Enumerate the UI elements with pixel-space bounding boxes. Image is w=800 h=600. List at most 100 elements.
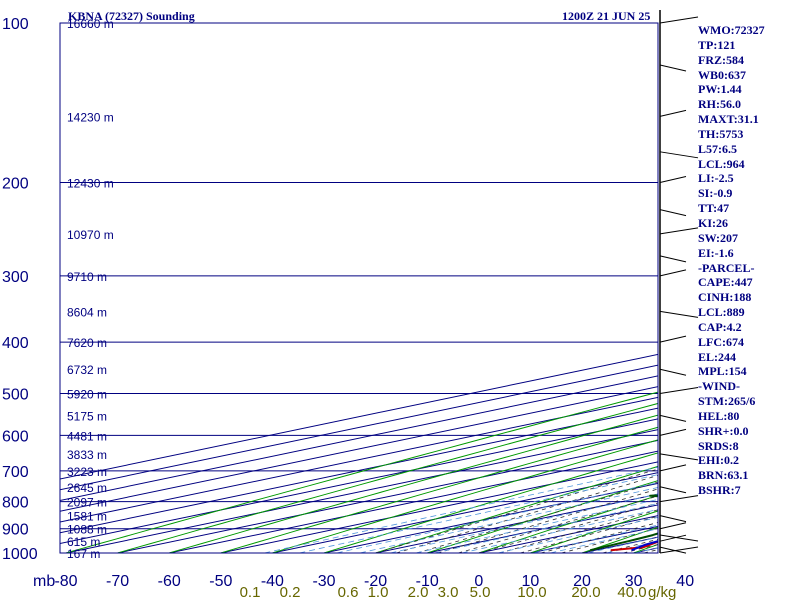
height-label: 5175 m bbox=[67, 409, 107, 423]
wind-barb bbox=[659, 16, 699, 24]
wind-barb bbox=[659, 151, 699, 159]
index-item: EL:244 bbox=[698, 349, 737, 364]
temperature-tick-40: 40 bbox=[676, 573, 694, 590]
height-label: 16660 m bbox=[67, 17, 114, 31]
indices-list: WMO:72327 TP:121 FRZ:584 WB0:637 PW:1.44 RH:5… bbox=[698, 23, 765, 498]
dry-adiabat-10 bbox=[530, 510, 658, 553]
pressure-tick-1000: 1000 bbox=[2, 546, 38, 563]
index-item: -PARCEL- bbox=[698, 260, 755, 275]
wind-barb bbox=[659, 522, 687, 530]
height-label: 1581 m bbox=[67, 510, 107, 524]
height-label: 1088 m bbox=[67, 523, 107, 537]
index-item: LI:-2.5 bbox=[698, 171, 734, 186]
chart-title: KBNA (72327) Sounding bbox=[68, 9, 195, 23]
mixing-ratio-unit: g/kg bbox=[648, 584, 676, 600]
index-item: TH:5753 bbox=[698, 126, 744, 141]
height-label: 10970 m bbox=[67, 228, 114, 242]
wind-barb bbox=[659, 486, 687, 494]
wind-barb bbox=[659, 176, 687, 184]
wind-barb bbox=[659, 515, 687, 523]
plot-frame bbox=[59, 22, 659, 554]
temperature-tick-0: 0 bbox=[474, 573, 483, 590]
wind-barb bbox=[659, 546, 699, 554]
temperature-tick--80: -80 bbox=[54, 573, 77, 590]
moist-adiabat-0 bbox=[478, 502, 658, 553]
index-item: LCL:889 bbox=[698, 305, 745, 320]
wind-barb bbox=[659, 495, 699, 503]
index-item: SRDS:8 bbox=[698, 438, 739, 453]
height-label: 615 m bbox=[67, 535, 100, 549]
wind-barb bbox=[659, 368, 687, 376]
isotherm--50 bbox=[220, 461, 658, 553]
height-label: 4481 m bbox=[67, 429, 107, 443]
wind-barb bbox=[659, 310, 699, 318]
dry-adiabat--70 bbox=[117, 402, 658, 553]
height-label: 7620 m bbox=[67, 336, 107, 350]
height-label: 167 m bbox=[67, 547, 100, 561]
index-item: MPL:154 bbox=[698, 364, 747, 379]
mixing-ratio-label-0.2: 0.2 bbox=[280, 584, 301, 600]
wind-barb bbox=[659, 386, 699, 394]
index-item: STM:265/6 bbox=[698, 394, 756, 409]
mixing-ratio-line-16 bbox=[587, 536, 658, 553]
mixing-ratio-label-1.0: 1.0 bbox=[368, 584, 389, 600]
index-item: HEL:80 bbox=[698, 408, 740, 423]
mixing-ratio-label-3.0: 3.0 bbox=[438, 584, 459, 600]
mixing-ratio-line-0.1 bbox=[264, 466, 658, 553]
wind-barb bbox=[659, 335, 687, 343]
temperature-tick--70: -70 bbox=[106, 573, 129, 590]
mixing-ratio-line-0.2 bbox=[299, 474, 658, 553]
mixing-ratio-line-2 bbox=[434, 503, 658, 553]
mixing-ratio-label-0.6: 0.6 bbox=[338, 584, 359, 600]
isotherm-20 bbox=[581, 536, 658, 553]
index-item: TT:47 bbox=[698, 201, 730, 216]
index-item: WMO:72327 bbox=[698, 23, 765, 37]
pressure-tick-900: 900 bbox=[2, 522, 29, 539]
dry-adiabat--10 bbox=[427, 480, 658, 553]
index-item: BSHR:7 bbox=[698, 483, 741, 498]
wind-barb bbox=[659, 109, 687, 117]
height-label: 12430 m bbox=[67, 177, 114, 191]
isotherm--80 bbox=[65, 429, 658, 553]
isotherm--70 bbox=[117, 439, 658, 553]
temperature-tick--20: -20 bbox=[364, 573, 387, 590]
mixing-ratio-line-0.4 bbox=[336, 482, 658, 553]
mixing-ratio-label-40.0: 40.0 bbox=[617, 584, 646, 600]
dry-adiabat-0 bbox=[478, 494, 658, 553]
isotherm--130 bbox=[60, 375, 658, 502]
index-item: CAPE:447 bbox=[698, 275, 753, 290]
isotherm--90 bbox=[60, 418, 658, 545]
pressure-tick-500: 500 bbox=[2, 386, 29, 403]
dry-adiabat--20 bbox=[375, 465, 658, 553]
wind-barb bbox=[659, 255, 687, 263]
wind-barb bbox=[659, 209, 687, 217]
mixing-ratio-label-0.1: 0.1 bbox=[240, 584, 261, 600]
chart-time: 1200Z 21 JUN 25 bbox=[562, 9, 651, 23]
index-item: LFC:674 bbox=[698, 334, 744, 349]
dry-adiabat--80 bbox=[65, 391, 658, 553]
dry-adiabat--50 bbox=[220, 426, 658, 553]
height-label: 2097 m bbox=[67, 496, 107, 510]
index-item: EI:-1.6 bbox=[698, 245, 734, 260]
temperature-tick--40: -40 bbox=[261, 573, 284, 590]
isotherm--120 bbox=[60, 386, 658, 512]
temperature-tick--10: -10 bbox=[416, 573, 439, 590]
index-item: -WIND- bbox=[698, 379, 740, 394]
index-item: WB0:637 bbox=[698, 67, 746, 82]
height-label: 8604 m bbox=[67, 305, 107, 319]
moist-adiabat-20 bbox=[581, 533, 658, 553]
dry-adiabat--60 bbox=[169, 414, 658, 553]
wind-barb bbox=[659, 428, 687, 436]
wind-barb bbox=[659, 464, 687, 472]
mixing-ratio-line-5 bbox=[497, 516, 658, 553]
index-item: L57:6.5 bbox=[698, 141, 737, 156]
index-item: BRN:63.1 bbox=[698, 468, 749, 483]
wind-barb bbox=[659, 534, 699, 542]
height-label: 3223 m bbox=[67, 465, 107, 479]
index-item: SI:-0.9 bbox=[698, 186, 733, 201]
mixing-ratio-label-20.0: 20.0 bbox=[571, 584, 600, 600]
temperature-tick-20: 20 bbox=[573, 573, 591, 590]
mixing-ratio-line-1 bbox=[390, 493, 658, 553]
index-item: CAP:4.2 bbox=[698, 319, 742, 334]
